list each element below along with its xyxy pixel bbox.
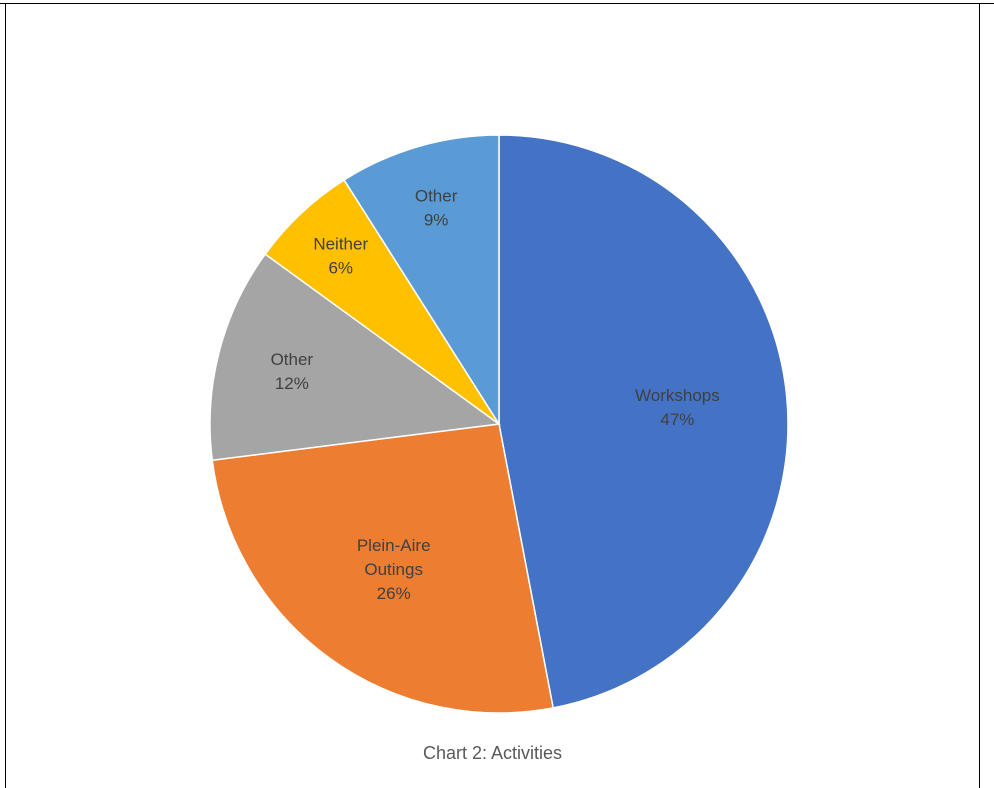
frame-top-border [0,3,994,4]
slice-labels: Workshops 47% Plein-Aire Outings 26% Other 12%… [271,187,720,603]
pie-slice-other-2 [209,253,501,462]
pie-slice-other-4 [343,134,500,427]
slice-label-4: Other 9% [415,187,458,230]
slice-label-2: Other 12% [271,350,314,393]
frame-left-border [5,3,6,788]
frame-right-border [979,3,980,788]
slice-label-3: Neither 6% [313,234,368,277]
pie-slice-plein-aire-outings-1 [211,423,555,714]
pie-slice-workshops-0 [498,134,789,709]
chart-title: Chart 2: Activities [422,743,563,763]
slice-label-0: Workshops 47% [635,386,720,429]
slice-label-1: Plein-Aire Outings 26% [357,536,431,603]
